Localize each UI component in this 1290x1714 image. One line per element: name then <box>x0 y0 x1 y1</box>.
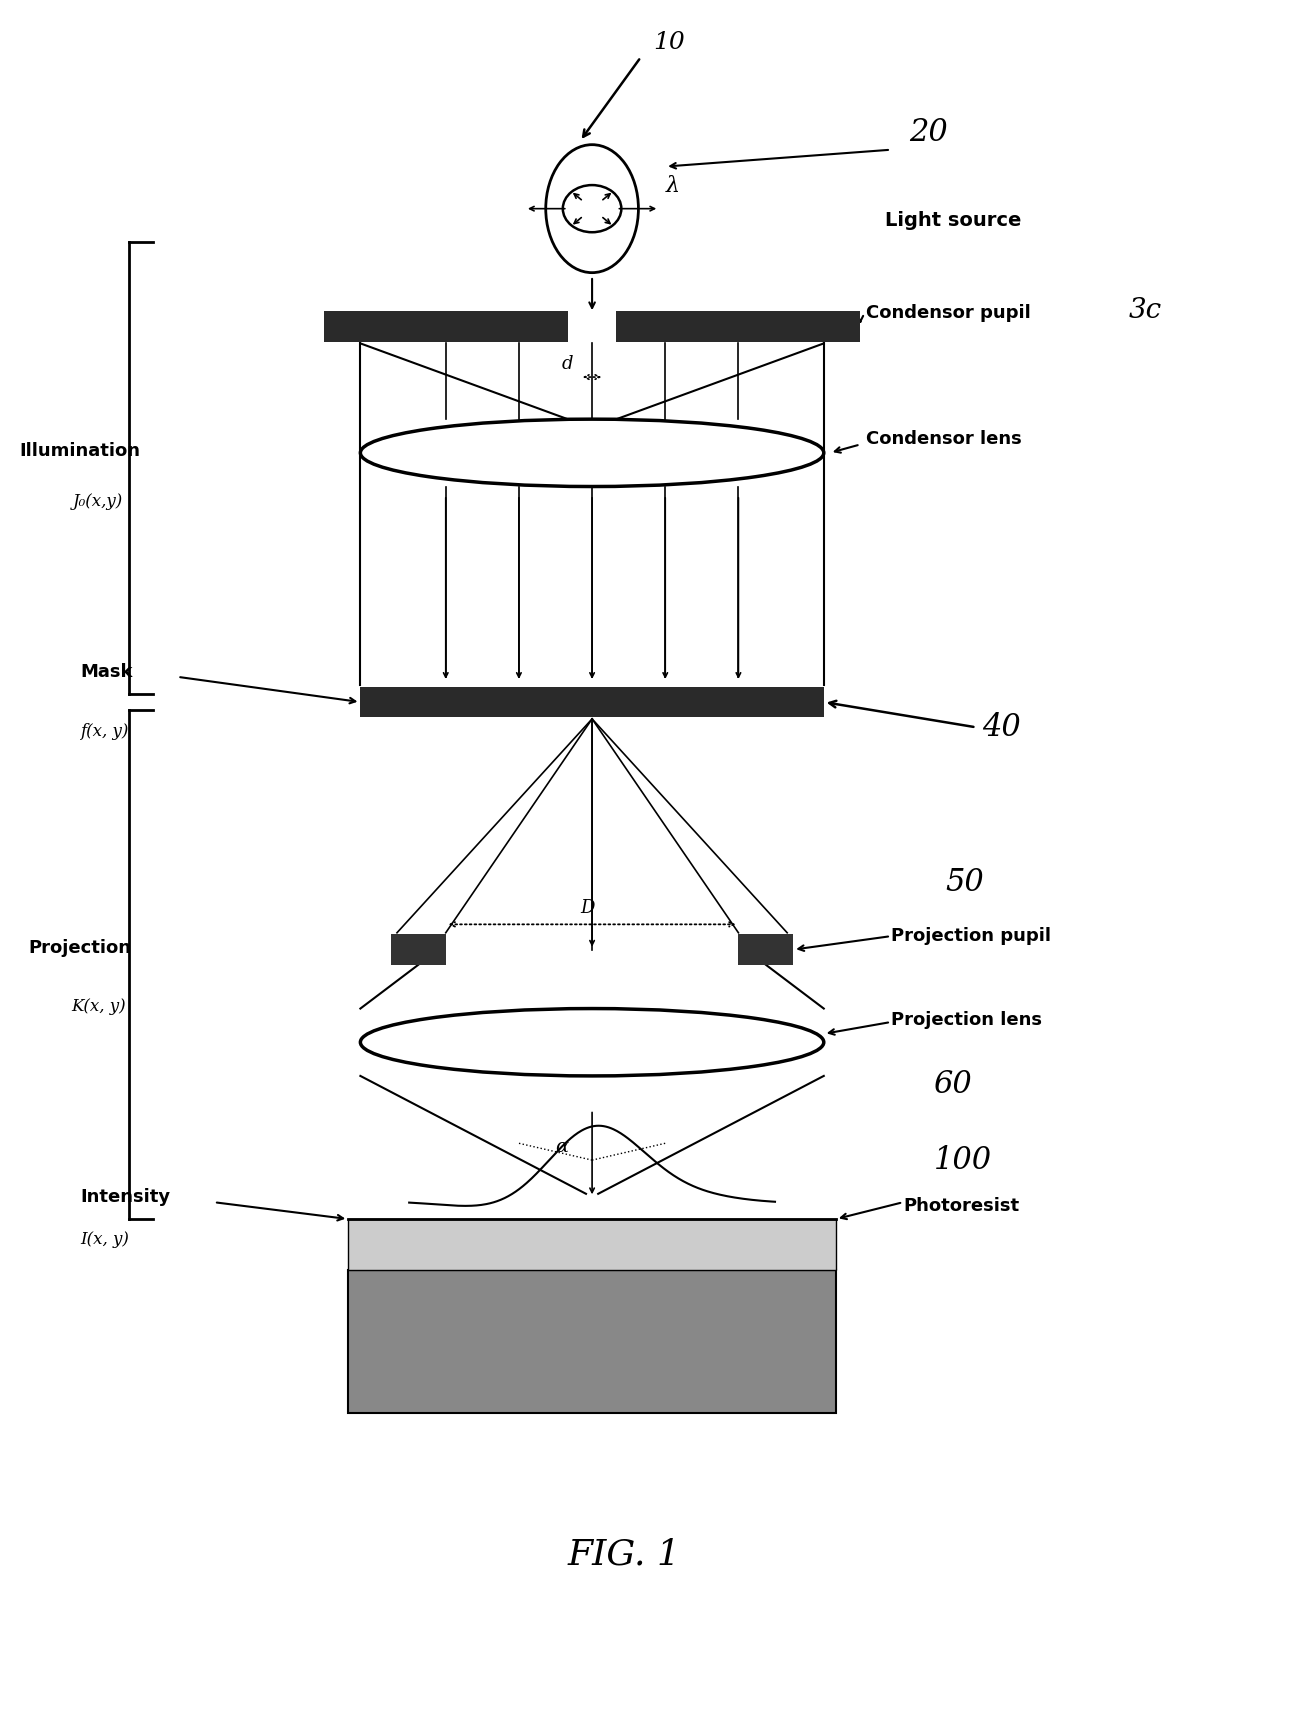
Text: Projection pupil: Projection pupil <box>891 927 1051 944</box>
Text: 3c: 3c <box>1129 297 1162 324</box>
Text: Condensor pupil: Condensor pupil <box>867 303 1031 322</box>
FancyBboxPatch shape <box>348 1219 836 1270</box>
Text: I(x, y): I(x, y) <box>80 1231 129 1248</box>
Text: K(x, y): K(x, y) <box>71 998 125 1015</box>
Text: α: α <box>556 1138 569 1155</box>
FancyBboxPatch shape <box>391 934 446 965</box>
Text: Condensor lens: Condensor lens <box>867 430 1022 449</box>
Text: Projection: Projection <box>28 939 132 956</box>
Text: 40: 40 <box>982 711 1022 742</box>
FancyBboxPatch shape <box>738 934 793 965</box>
Text: λ: λ <box>666 175 680 197</box>
Text: f(x, y): f(x, y) <box>80 723 128 740</box>
Text: 50: 50 <box>946 867 984 898</box>
Text: 60: 60 <box>934 1070 973 1100</box>
FancyBboxPatch shape <box>324 312 568 341</box>
Text: Illumination: Illumination <box>19 442 141 459</box>
Text: Intensity: Intensity <box>80 1188 170 1207</box>
Text: Projection lens: Projection lens <box>891 1011 1042 1030</box>
Text: 100: 100 <box>934 1145 992 1176</box>
Text: FIG. 1: FIG. 1 <box>568 1537 681 1572</box>
Text: d: d <box>561 355 573 372</box>
Text: 10: 10 <box>653 31 685 53</box>
FancyBboxPatch shape <box>617 312 860 341</box>
Text: D: D <box>580 898 595 917</box>
Text: Mask: Mask <box>80 663 133 680</box>
FancyBboxPatch shape <box>360 687 824 716</box>
FancyBboxPatch shape <box>348 1270 836 1412</box>
Text: Light source: Light source <box>885 211 1022 230</box>
Text: Photoresist: Photoresist <box>903 1196 1019 1215</box>
Text: J₀(x,y): J₀(x,y) <box>74 494 124 511</box>
Text: 20: 20 <box>909 117 948 149</box>
